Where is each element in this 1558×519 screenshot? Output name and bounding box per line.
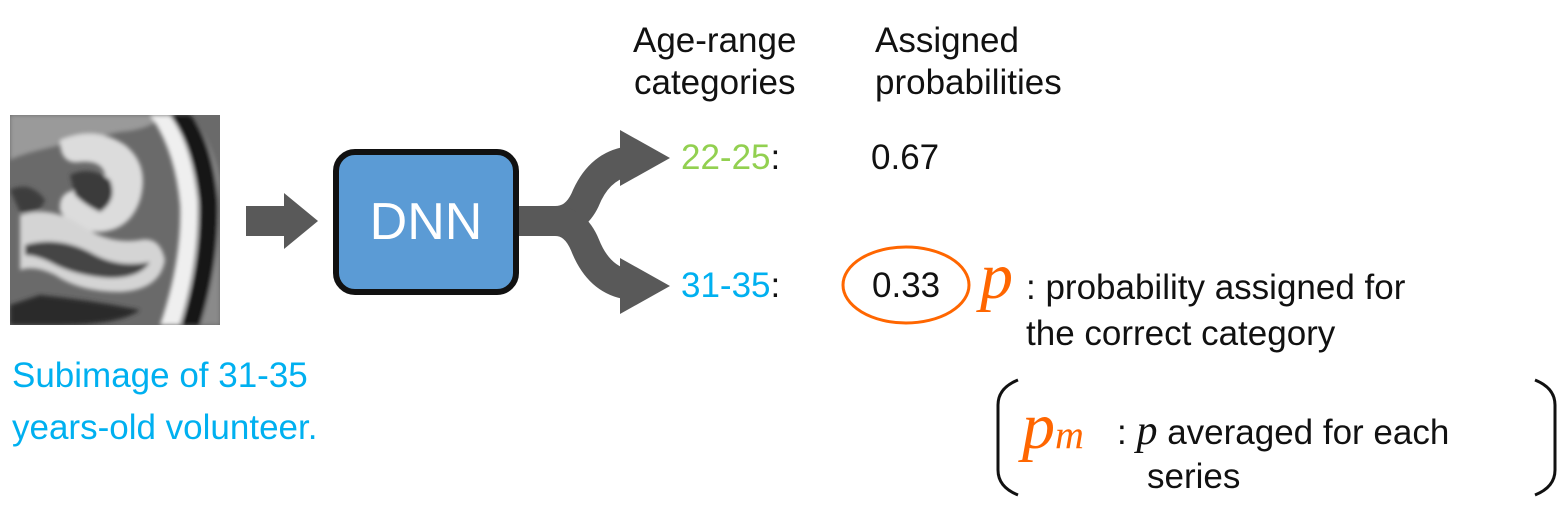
p-symbol: p: [980, 240, 1013, 313]
pm-symbol: pm: [1022, 392, 1084, 462]
p-note-text: : probability assigned for the correct c…: [1026, 268, 1406, 353]
image-caption: Subimage of 31-35 years-old volunteer.: [12, 356, 318, 447]
input-arrow: [246, 193, 318, 249]
category-row-1: 22-25:: [681, 138, 780, 178]
pm-inline-p: p: [1136, 408, 1158, 454]
left-bracket: [996, 378, 1019, 497]
highlight-ellipse: [841, 245, 971, 325]
category-label: 22-25: [681, 138, 771, 177]
pm-base: p: [1022, 390, 1055, 463]
pm-note-line2: series: [1147, 457, 1241, 496]
header-probabilities: Assigned probabilities: [875, 21, 1062, 102]
pm-colon: :: [1117, 413, 1127, 452]
pm-subscript: m: [1055, 412, 1084, 457]
category-label: 31-35: [681, 266, 771, 305]
header-categories: Age-range categories: [633, 21, 797, 102]
right-bracket: [1534, 378, 1557, 497]
category-row-2: 31-35:: [681, 266, 780, 306]
branch-arrow: [516, 147, 630, 299]
probability-row-2: 0.33: [872, 266, 941, 305]
pm-note-line1: : p averaged for each: [1117, 408, 1449, 456]
probability-row-1: 0.67: [871, 138, 940, 177]
dnn-box: DNN: [333, 149, 519, 295]
dnn-label: DNN: [369, 193, 483, 251]
lower-arrow-head: [620, 258, 670, 314]
category-colon: :: [770, 138, 781, 177]
category-colon: :: [770, 266, 781, 305]
upper-arrow-head: [620, 130, 670, 186]
pm-note-text: averaged for each: [1157, 413, 1450, 452]
